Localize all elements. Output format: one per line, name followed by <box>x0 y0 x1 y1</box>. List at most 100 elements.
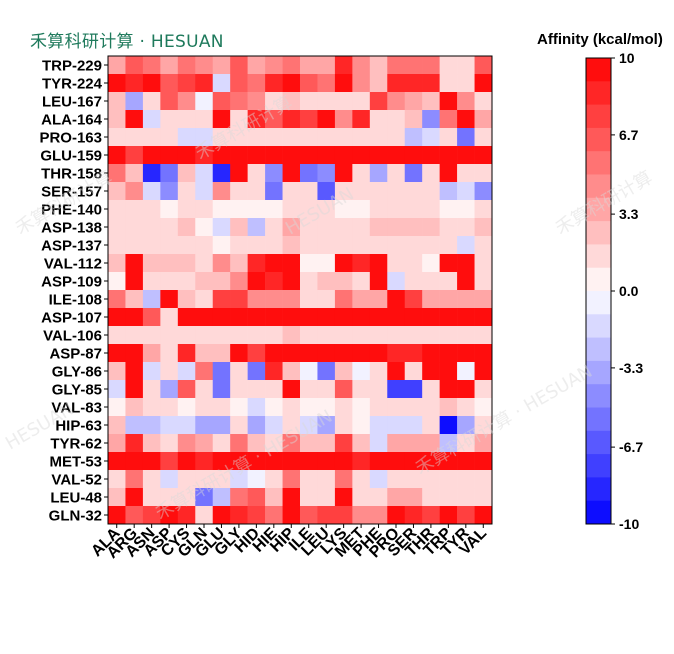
heatmap-cell <box>142 506 161 525</box>
heatmap-cell <box>265 344 283 363</box>
y-tick-label: VAL-52 <box>51 472 102 489</box>
heatmap-cell <box>247 74 266 93</box>
heatmap-cell <box>334 506 353 525</box>
heatmap-cell <box>334 362 353 381</box>
heatmap-cell <box>439 164 458 183</box>
heatmap-cell <box>404 92 423 111</box>
heatmap-cell <box>160 146 179 165</box>
heatmap-cell <box>334 416 353 435</box>
heatmap-cell <box>108 434 126 453</box>
heatmap-cell <box>125 74 144 93</box>
heatmap-cell <box>369 290 388 309</box>
heatmap-cell <box>317 182 336 201</box>
heatmap-cell <box>352 74 371 93</box>
heatmap-cell <box>177 506 196 525</box>
heatmap-cell <box>387 254 406 273</box>
y-tick-label: ILE-108 <box>49 292 102 309</box>
heatmap-cell <box>212 344 231 363</box>
heatmap-cell <box>404 398 423 417</box>
heatmap-cell <box>422 92 440 111</box>
y-tick-label: ASP-87 <box>49 346 102 363</box>
heatmap-cell <box>369 74 388 93</box>
heatmap-cell <box>160 506 179 525</box>
heatmap-cell <box>457 416 475 435</box>
heatmap-cell <box>439 200 458 219</box>
heatmap-cell <box>422 344 440 363</box>
y-tick-label: ASP-109 <box>41 274 102 291</box>
heatmap-cell <box>404 362 423 381</box>
heatmap-cell <box>125 254 144 273</box>
heatmap-cell <box>439 488 458 507</box>
heatmap-cell <box>317 128 336 147</box>
heatmap-cell <box>387 326 406 345</box>
heatmap-cell <box>474 308 493 327</box>
heatmap-cell <box>265 362 283 381</box>
heatmap-cell <box>369 218 388 237</box>
heatmap-cell <box>160 434 179 453</box>
heatmap-cell <box>387 470 406 489</box>
heatmap-cell <box>282 326 301 345</box>
heatmap-cell <box>334 488 353 507</box>
heatmap-cells <box>108 56 493 525</box>
heatmap-cell <box>422 434 440 453</box>
heatmap-cell <box>300 470 318 489</box>
heatmap-cell <box>317 380 336 399</box>
heatmap-cell <box>108 182 126 201</box>
heatmap-cell <box>160 344 179 363</box>
colorbar-segment <box>586 244 611 269</box>
heatmap-cell <box>439 416 458 435</box>
heatmap-cell <box>195 254 214 273</box>
heatmap-cell <box>195 164 214 183</box>
heatmap-cell <box>334 470 353 489</box>
heatmap-cell <box>125 452 144 471</box>
heatmap-cell <box>177 434 196 453</box>
heatmap-cell <box>387 110 406 129</box>
heatmap-cell <box>195 272 214 291</box>
heatmap-cell <box>282 254 301 273</box>
x-axis-labels: ALAARGASNASPCYSGLNGLUGLYHIDHIEHIPILELEUL… <box>88 524 490 562</box>
heatmap-cell <box>422 290 440 309</box>
heatmap-cell <box>317 110 336 129</box>
heatmap-cell <box>474 326 493 345</box>
heatmap-cell <box>387 92 406 111</box>
heatmap-cell <box>282 110 301 129</box>
heatmap-cell <box>457 452 475 471</box>
heatmap-cell <box>265 110 283 129</box>
heatmap-cell <box>125 146 144 165</box>
heatmap-cell <box>142 398 161 417</box>
heatmap-cell <box>352 362 371 381</box>
heatmap-cell <box>282 344 301 363</box>
heatmap-cell <box>282 200 301 219</box>
heatmap-cell <box>108 506 126 525</box>
heatmap-cell <box>230 308 248 327</box>
heatmap-cell <box>404 308 423 327</box>
heatmap-cell <box>300 110 318 129</box>
heatmap-cell <box>247 200 266 219</box>
heatmap-cell <box>195 200 214 219</box>
heatmap-cell <box>404 344 423 363</box>
heatmap-cell <box>142 326 161 345</box>
heatmap-cell <box>369 380 388 399</box>
heatmap-cell <box>300 92 318 111</box>
heatmap-cell <box>265 218 283 237</box>
colorbar-segment <box>586 151 611 175</box>
heatmap-cell <box>404 272 423 291</box>
heatmap-cell <box>317 92 336 111</box>
heatmap-cell <box>195 92 214 111</box>
heatmap-cell <box>404 56 423 75</box>
heatmap-cell <box>457 182 475 201</box>
heatmap-cell <box>352 236 371 255</box>
heatmap-cell <box>334 272 353 291</box>
heatmap-cell <box>212 308 231 327</box>
heatmap-cell <box>142 272 161 291</box>
heatmap-cell <box>142 254 161 273</box>
heatmap-cell <box>317 452 336 471</box>
heatmap-cell <box>230 182 248 201</box>
heatmap-cell <box>177 272 196 291</box>
colorbar-segment <box>586 197 611 222</box>
heatmap-cell <box>422 110 440 129</box>
colorbar-segment <box>586 500 611 525</box>
heatmap-cell <box>230 398 248 417</box>
heatmap-cell <box>125 182 144 201</box>
heatmap-cell <box>212 110 231 129</box>
